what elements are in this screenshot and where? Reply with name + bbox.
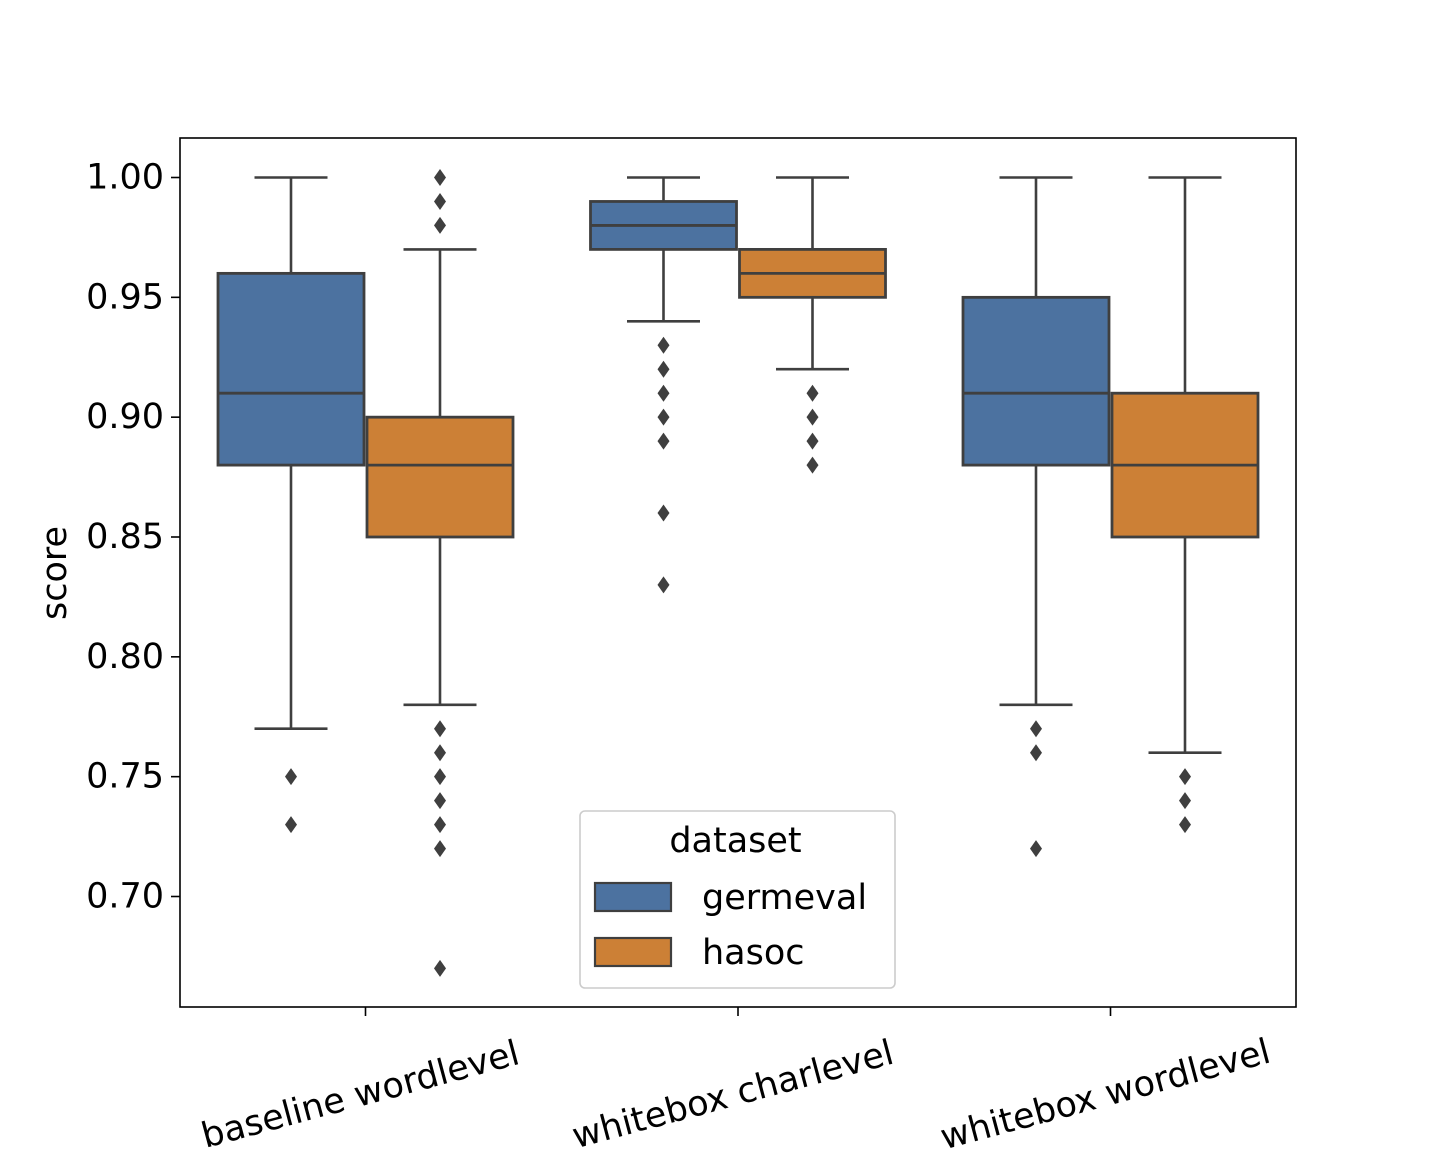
outlier-point	[434, 192, 446, 210]
outlier-point	[1179, 816, 1191, 834]
legend-label-hasoc: hasoc	[702, 933, 805, 973]
outlier-point	[285, 816, 297, 834]
box-germeval-1	[589, 176, 738, 594]
y-axis-label: score	[35, 526, 75, 620]
outlier-point	[434, 169, 446, 186]
outlier-point	[1030, 840, 1042, 858]
outlier-point	[434, 792, 446, 810]
box-iqr	[216, 271, 366, 467]
boxes-layer	[216, 169, 1260, 977]
box-iqr	[365, 415, 515, 539]
outlier-point	[434, 216, 446, 234]
legend-swatch-hasoc	[593, 936, 673, 968]
outlier-point	[434, 959, 446, 977]
y-tick-label: 0.95	[86, 277, 164, 317]
outlier-point	[657, 504, 670, 522]
outlier-point	[434, 816, 446, 834]
x-tick-label: whitebox charlevel	[568, 1033, 898, 1152]
outlier-point	[285, 768, 297, 786]
y-tick-label: 0.70	[86, 877, 164, 917]
outlier-point	[1030, 720, 1042, 738]
outlier-point	[806, 432, 819, 450]
outlier-point	[657, 408, 670, 426]
outlier-point	[434, 720, 446, 738]
outlier-point	[657, 384, 670, 402]
outlier-point	[434, 768, 446, 786]
y-tick-label: 0.75	[86, 757, 164, 797]
box-germeval-0	[216, 176, 366, 834]
x-tick-label: baseline wordlevel	[197, 1033, 523, 1152]
box-iqr	[961, 295, 1111, 467]
outlier-point	[657, 336, 670, 354]
outlier-point	[657, 576, 670, 594]
outlier-point	[657, 432, 670, 450]
outlier-point	[1179, 768, 1191, 786]
outlier-point	[806, 456, 819, 474]
box-hasoc-0	[365, 169, 515, 977]
y-tick-label: 0.85	[86, 517, 164, 557]
box-germeval-2	[961, 176, 1111, 858]
y-tick-label: 1.00	[86, 158, 164, 198]
box-hasoc-2	[1110, 176, 1260, 834]
legend-label-germeval: germeval	[702, 878, 867, 918]
legend-swatch-germeval	[593, 881, 673, 913]
y-tick-label: 0.80	[86, 637, 164, 677]
legend-title: dataset	[669, 821, 801, 861]
outlier-point	[806, 384, 819, 402]
outlier-point	[657, 360, 670, 378]
outlier-point	[434, 840, 446, 858]
outlier-point	[1030, 744, 1042, 762]
outlier-point	[1179, 792, 1191, 810]
legend: dataset germeval hasoc	[579, 810, 896, 989]
box-hasoc-1	[738, 176, 887, 474]
y-tick-label: 0.90	[86, 397, 164, 437]
outlier-point	[434, 744, 446, 762]
x-tick-label: whitebox wordlevel	[936, 1032, 1274, 1152]
outlier-point	[806, 408, 819, 426]
